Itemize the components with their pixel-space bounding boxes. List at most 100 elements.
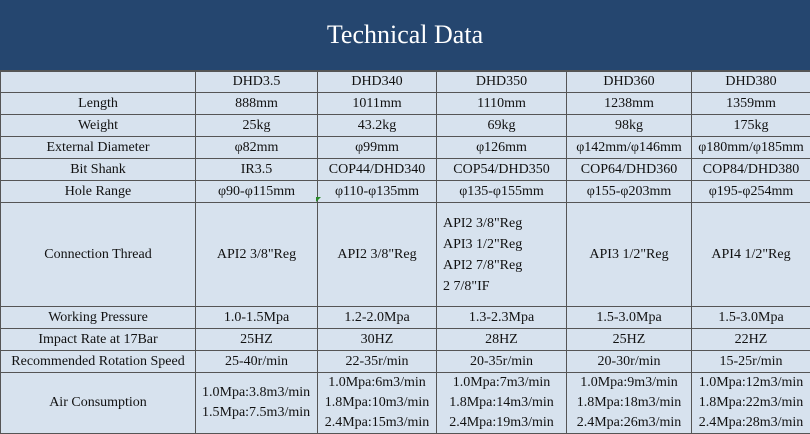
cell-line: 1.5Mpa:7.5m3/min [202,403,310,423]
cell-lines: 98kg [567,115,691,136]
cell-line: 1.2-2.0Mpa [344,307,409,328]
cell-line: 2 7/8"IF [443,276,490,297]
cell-line: φ82mm [235,137,279,158]
cell-lines: 15-25r/min [692,351,810,372]
cell-line: 2.4Mpa:28m3/min [699,413,804,433]
table-cell: 15-25r/min [692,351,810,373]
cell-lines: COP84/DHD380 [692,159,810,180]
table-cell: API3 1/2"Reg [567,203,692,307]
row-label: Recommended Rotation Speed [1,351,196,373]
cell-line: 25kg [243,115,271,136]
cell-lines: φ135-φ155mm [437,181,566,202]
cell-lines: 1238mm [567,93,691,114]
cell-line: φ90-φ115mm [218,181,295,202]
header-cell-model: DHD350 [437,72,567,93]
cell-lines: φ110-φ135mm [318,181,436,202]
cell-line: 20-35r/min [470,351,533,372]
row-label: Working Pressure [1,307,196,329]
table-cell: 1.5-3.0Mpa [567,307,692,329]
header-cell-blank [1,72,196,93]
cell-lines: 25-40r/min [196,351,317,372]
table-cell: 1359mm [692,93,810,115]
row-label: Connection Thread [1,203,196,307]
cell-lines: 1.2-2.0Mpa [318,307,436,328]
cell-line: φ155-φ203mm [587,181,672,202]
table-cell: 30HZ [318,329,437,351]
table-cell: 20-30r/min [567,351,692,373]
cell-line: API2 7/8"Reg [443,255,522,276]
row-label: External Diameter [1,137,196,159]
cell-lines: 30HZ [318,329,436,350]
cell-line: 1.8Mpa:14m3/min [449,393,554,413]
cell-lines: φ180mm/φ185mm [692,137,810,158]
cell-line: COP44/DHD340 [329,159,425,180]
cell-line: IR3.5 [241,159,273,180]
cell-line: 1359mm [726,93,776,114]
table-cell: φ110-φ135mm [318,181,437,203]
cell-line: 2.4Mpa:26m3/min [577,413,682,433]
spec-table: DHD3.5 DHD340 DHD350 DHD360 DHD380 Lengt… [0,71,810,434]
cell-line: 2.4Mpa:19m3/min [449,413,554,433]
row-label: Impact Rate at 17Bar [1,329,196,351]
cell-line: 30HZ [361,329,394,350]
cell-line: 69kg [488,115,516,136]
cell-lines: 43.2kg [318,115,436,136]
cell-lines: COP64/DHD360 [567,159,691,180]
table-cell: COP84/DHD380 [692,159,810,181]
cell-line: 1.0Mpa:9m3/min [580,373,678,393]
header-cell-model: DHD380 [692,72,810,93]
table-cell: 22-35r/min [318,351,437,373]
cell-line: 1.0Mpa:7m3/min [453,373,551,393]
table-cell: 1.3-2.3Mpa [437,307,567,329]
cell-line: COP64/DHD360 [581,159,677,180]
cell-line: 888mm [235,93,278,114]
cell-line: 1110mm [477,93,526,114]
cell-lines: 22-35r/min [318,351,436,372]
cell-line: API2 3/8"Reg [337,244,416,265]
table-cell: φ180mm/φ185mm [692,137,810,159]
cell-line: 20-30r/min [598,351,661,372]
table-cell: COP44/DHD340 [318,159,437,181]
table-cell: 1011mm [318,93,437,115]
table-cell: 888mm [196,93,318,115]
cell-line: φ195-φ254mm [709,181,794,202]
table-cell: φ155-φ203mm [567,181,692,203]
cell-lines: φ90-φ115mm [196,181,317,202]
cell-line: COP84/DHD380 [703,159,799,180]
cell-line: 175kg [734,115,769,136]
cell-line: 15-25r/min [720,351,783,372]
cell-line: φ126mm [476,137,527,158]
cell-line: 1.0Mpa:6m3/min [328,373,426,393]
table-cell: 98kg [567,115,692,137]
cell-line: API3 1/2"Reg [443,234,522,255]
cell-line: 1.8Mpa:22m3/min [699,393,804,413]
cell-line: 25HZ [240,329,273,350]
cell-line: 1.3-2.3Mpa [469,307,534,328]
table-row: Connection Thread API2 3/8"Reg API2 3/8"Re… [1,203,810,307]
comment-marker-icon [316,197,321,202]
cell-line: 28HZ [485,329,518,350]
cell-lines: API4 1/2"Reg [692,244,810,265]
cell-line: 1.0Mpa:12m3/min [699,373,804,393]
cell-line: 1.5-3.0Mpa [596,307,661,328]
cell-line: 98kg [615,115,643,136]
cell-lines: 28HZ [437,329,566,350]
table-cell: φ82mm [196,137,318,159]
cell-lines: φ195-φ254mm [692,181,810,202]
cell-lines: 175kg [692,115,810,136]
table-cell: API2 3/8"Reg [318,203,437,307]
cell-line: API4 1/2"Reg [711,244,790,265]
cell-lines: 1011mm [318,93,436,114]
